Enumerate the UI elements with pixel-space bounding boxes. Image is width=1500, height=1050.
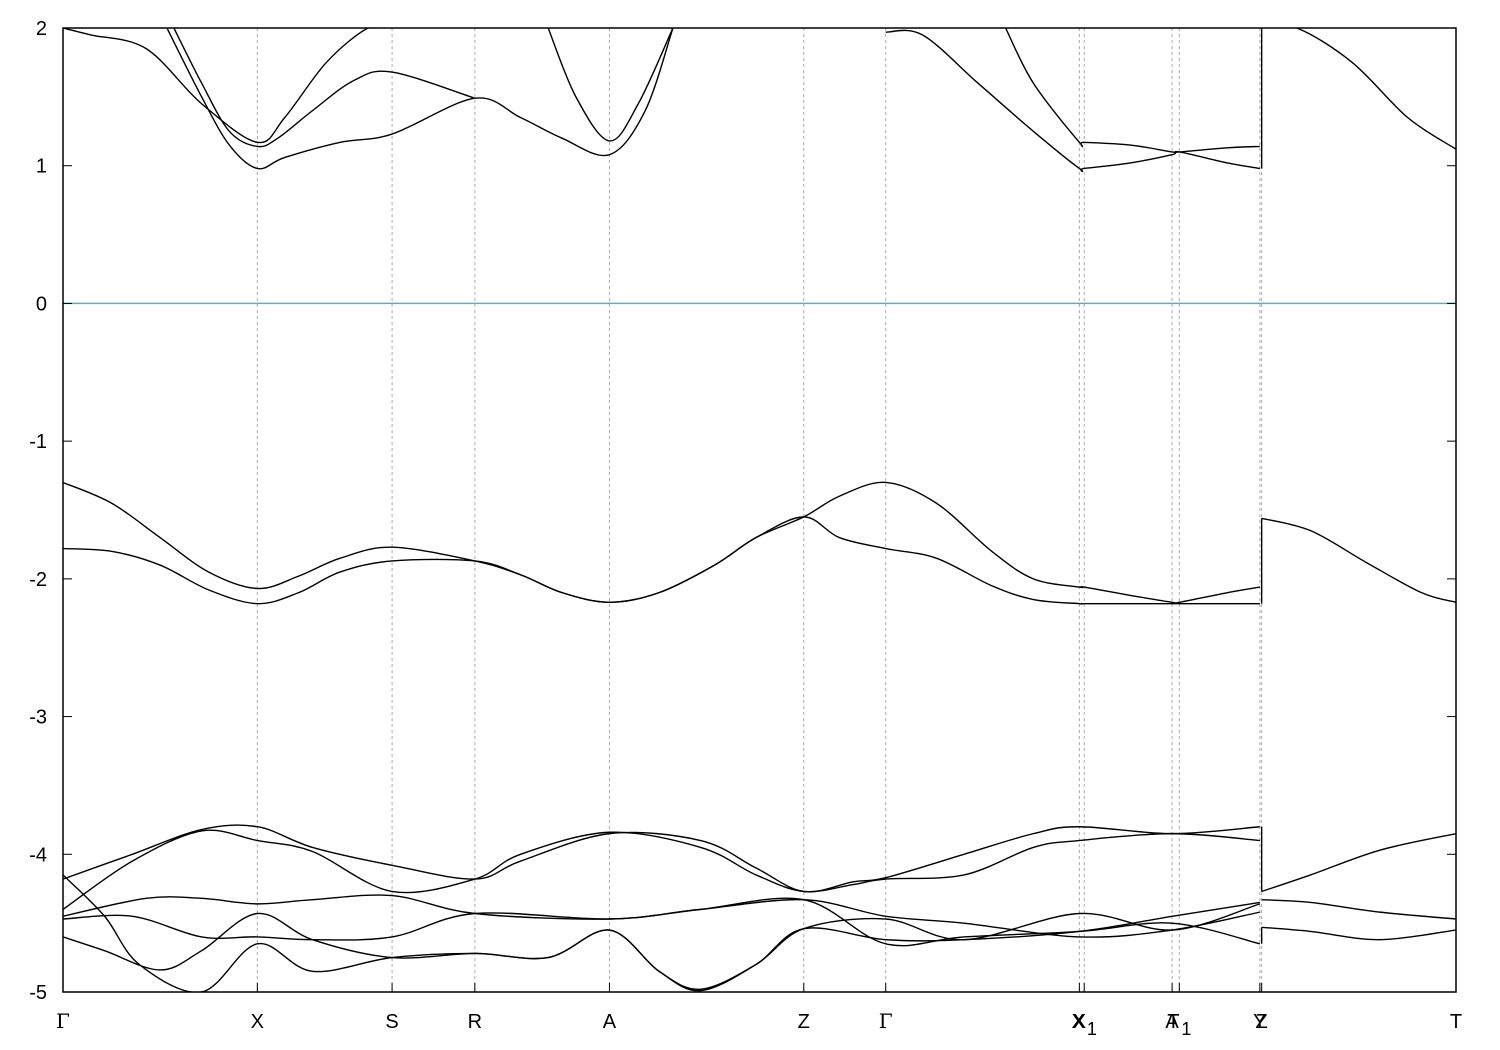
band-line xyxy=(63,481,1260,604)
x-tick-label: Γ xyxy=(56,1009,70,1033)
y-tick-label: -3 xyxy=(29,707,47,729)
band-line xyxy=(1261,517,1456,603)
band-line xyxy=(1261,926,1456,941)
y-tick-label: 2 xyxy=(36,18,47,40)
y-tick-label: 1 xyxy=(36,156,47,178)
band-line xyxy=(63,897,1261,947)
x-tick-label: Γ xyxy=(879,1009,893,1033)
x-tick-label: S xyxy=(385,1011,398,1033)
x-tick-subscript: 1 xyxy=(1087,1019,1097,1039)
band-line xyxy=(1261,899,1456,920)
x-tick-label: Z xyxy=(1256,1011,1268,1033)
band-line xyxy=(63,824,1260,893)
band-line xyxy=(63,28,393,144)
band-line xyxy=(1261,832,1456,893)
x-tick-subscript: 1 xyxy=(1181,1019,1191,1039)
y-tick-label: -5 xyxy=(29,982,47,1004)
x-tick-label: Z xyxy=(798,1011,810,1033)
x-tick-label: A xyxy=(1165,1011,1179,1033)
x-tick-label: X xyxy=(251,1011,264,1033)
y-tick-label: -1 xyxy=(29,431,47,453)
guide-lines xyxy=(256,28,1263,992)
band-line xyxy=(63,874,1260,992)
x-tick-label: R xyxy=(468,1011,482,1033)
x-tick-label: A xyxy=(603,1011,617,1033)
band-line xyxy=(1261,28,1456,150)
x-axis: Γ X S R A Z Γ XX 1 AT 1 YZ T xyxy=(56,983,1462,1039)
y-axis: 2 1 0 -1 -2 -3 -4 -5 xyxy=(29,18,1456,1004)
y-tick-label: -4 xyxy=(29,844,47,866)
band-line xyxy=(173,28,476,148)
band-line xyxy=(63,903,1261,990)
x-tick-label: Y xyxy=(1253,1011,1266,1033)
band-line xyxy=(166,28,674,170)
band-line xyxy=(1004,28,1260,154)
y-tick-label: -2 xyxy=(29,569,47,591)
band-line xyxy=(63,829,1260,910)
band-line xyxy=(547,28,674,142)
band-line xyxy=(63,516,1260,605)
plot-frame xyxy=(62,27,1457,993)
x-tick-label: T xyxy=(1450,1011,1462,1033)
band-line xyxy=(885,29,1260,173)
x-tick-label: X xyxy=(1073,1011,1086,1033)
band-curves xyxy=(63,28,1456,992)
y-tick-label: 0 xyxy=(36,293,47,315)
